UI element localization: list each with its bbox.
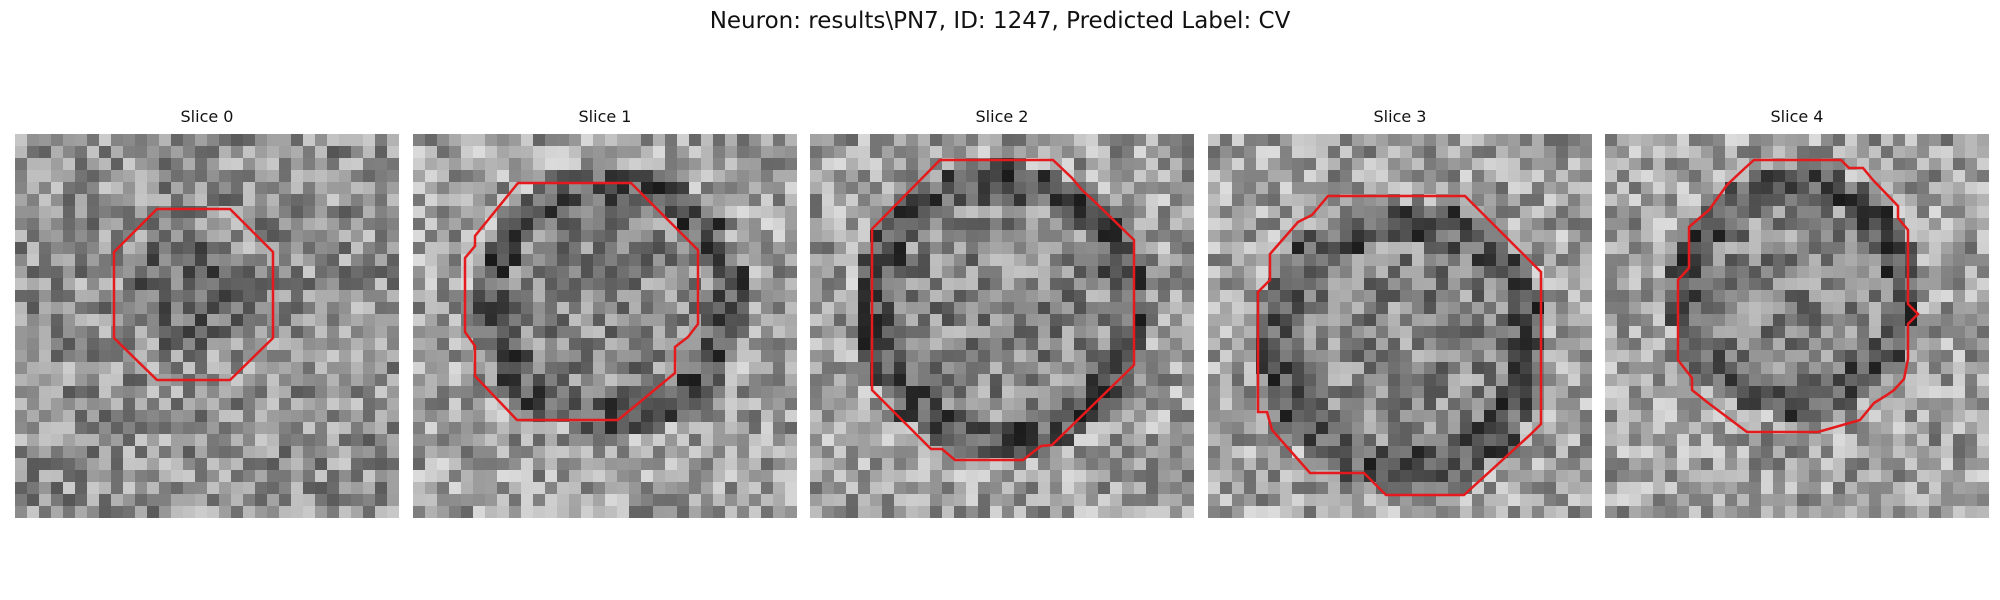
grayscale-pixel-grid — [1208, 134, 1592, 518]
segmentation-contour — [463, 181, 700, 422]
slice-title: Slice 2 — [975, 107, 1029, 126]
slice-title: Slice 3 — [1373, 107, 1427, 126]
grayscale-pixel-grid — [1605, 134, 1989, 518]
segmentation-contour — [1256, 194, 1543, 497]
segmentation-contour — [112, 207, 275, 382]
segmentation-contour — [1676, 158, 1920, 434]
slice-image-1 — [413, 134, 797, 518]
slice-image-0 — [15, 134, 399, 518]
grayscale-pixel-grid — [15, 134, 399, 518]
slice-title: Slice 4 — [1770, 107, 1824, 126]
slice-title: Slice 1 — [578, 107, 632, 126]
grayscale-pixel-grid — [413, 134, 797, 518]
slice-image-3 — [1208, 134, 1592, 518]
slice-image-2 — [810, 134, 1194, 518]
slice-image-4 — [1605, 134, 1989, 518]
figure-title: Neuron: results\PN7, ID: 1247, Predicted… — [709, 8, 1291, 34]
slice-title: Slice 0 — [180, 107, 234, 126]
segmentation-contour — [870, 158, 1136, 462]
